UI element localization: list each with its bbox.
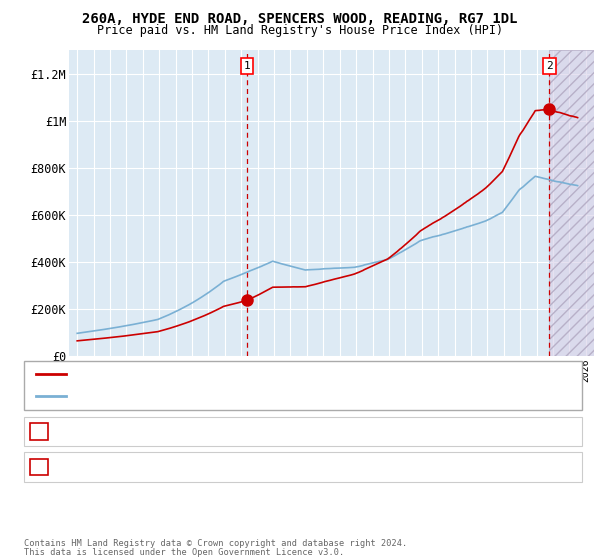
Text: 03-MAY-2005: 03-MAY-2005	[69, 426, 143, 436]
Text: 42% ↑ HPI: 42% ↑ HPI	[354, 462, 415, 472]
Text: 2: 2	[546, 61, 553, 71]
Text: 2: 2	[35, 462, 43, 472]
Text: 1: 1	[244, 61, 251, 71]
Text: 260A, HYDE END ROAD, SPENCERS WOOD, READING, RG7 1DL (detached house): 260A, HYDE END ROAD, SPENCERS WOOD, READ…	[72, 370, 503, 380]
Text: Contains HM Land Registry data © Crown copyright and database right 2024.: Contains HM Land Registry data © Crown c…	[24, 539, 407, 548]
Text: 32% ↓ HPI: 32% ↓ HPI	[354, 426, 415, 436]
Text: This data is licensed under the Open Government Licence v3.0.: This data is licensed under the Open Gov…	[24, 548, 344, 557]
Text: 260A, HYDE END ROAD, SPENCERS WOOD, READING, RG7 1DL: 260A, HYDE END ROAD, SPENCERS WOOD, READ…	[82, 12, 518, 26]
Text: Price paid vs. HM Land Registry's House Price Index (HPI): Price paid vs. HM Land Registry's House …	[97, 24, 503, 36]
Text: HPI: Average price, detached house, Wokingham: HPI: Average price, detached house, Woki…	[72, 391, 353, 401]
Text: £1,050,000: £1,050,000	[240, 462, 308, 472]
Bar	[550, 50, 600, 356]
Text: 1: 1	[35, 426, 43, 436]
Bar	[550, 50, 600, 356]
Text: 09-OCT-2023: 09-OCT-2023	[69, 462, 143, 472]
Text: £235,000: £235,000	[240, 426, 294, 436]
